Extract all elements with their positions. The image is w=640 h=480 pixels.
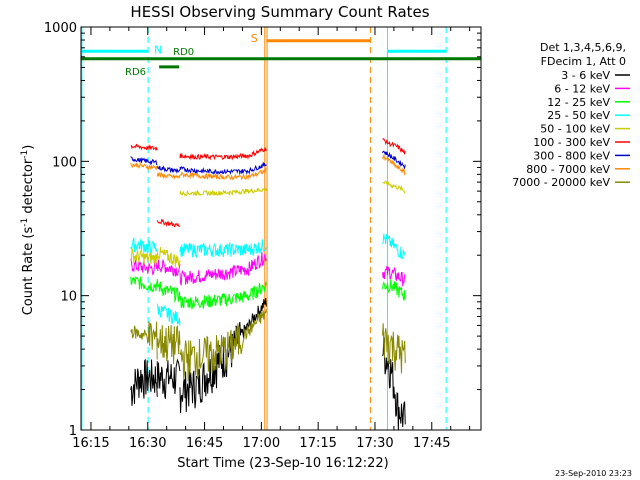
series-line-segment — [130, 358, 158, 406]
legend-label: 50 - 100 keV — [540, 123, 610, 136]
series-line-segment — [179, 147, 267, 161]
y-tick-label: 100 — [52, 155, 77, 170]
series-6 — [130, 150, 406, 176]
plot-frame — [80, 26, 482, 431]
series-line-segment — [179, 161, 267, 176]
series-5 — [130, 137, 406, 228]
series-4 — [130, 180, 406, 267]
series-line-segment — [382, 265, 406, 287]
legend-label: 100 - 300 keV — [533, 136, 610, 149]
x-tick-label: 17:00 — [243, 436, 280, 451]
series-line-segment — [156, 325, 181, 365]
series-line-segment — [130, 247, 158, 266]
series-line-segment — [156, 358, 181, 399]
x-tick-label: 17:30 — [356, 436, 393, 451]
series-1 — [130, 251, 406, 287]
series-line-segment — [156, 171, 181, 180]
legend-label: 6 - 12 keV — [554, 82, 610, 95]
series-layer — [130, 137, 406, 431]
y-axis: 1 10 100 1000 — [44, 21, 481, 439]
legend: Det 1,3,4,5,6,9, FDecim 1, Att 0 3 - 6 k… — [512, 41, 630, 189]
x-tick-label: 17:45 — [413, 436, 450, 451]
legend-label: 12 - 25 keV — [547, 96, 610, 109]
series-line-segment — [179, 187, 267, 197]
series-line-segment — [179, 239, 267, 259]
chart-title: HESSI Observing Summary Count Rates — [130, 3, 429, 21]
saa-flag-label: S — [251, 32, 258, 45]
x-axis-label: Start Time (23-Sep-10 16:12:22) — [177, 456, 388, 471]
series-line-segment — [382, 180, 406, 194]
series-line-segment — [156, 278, 181, 303]
series-line-segment — [156, 165, 181, 174]
legend-label: 7000 - 20000 keV — [512, 176, 610, 189]
x-axis: 16:15 16:30 16:45 17:00 17:15 17:30 17:45 — [72, 27, 471, 451]
series-line-segment — [179, 167, 267, 181]
y-tick-label: 1 — [69, 424, 77, 439]
x-tick-label: 16:30 — [129, 436, 166, 451]
series-line-segment — [130, 143, 158, 152]
series-line-segment — [179, 298, 267, 414]
legend-label: 25 - 50 keV — [547, 109, 610, 122]
legend-label: 800 - 7000 keV — [526, 163, 610, 176]
series-7 — [130, 154, 406, 181]
series-line-segment — [156, 303, 181, 326]
series-line-segment — [130, 276, 158, 293]
legend-header-1: Det 1,3,4,5,6,9, — [540, 41, 626, 54]
series-0 — [130, 298, 406, 431]
series-3 — [130, 233, 406, 326]
legend-label: 300 - 800 keV — [533, 149, 610, 162]
x-tick-label: 16:45 — [186, 436, 223, 451]
footer-timestamp: 23-Sep-2010 23:23 — [555, 469, 632, 478]
night-flag-label: N — [154, 43, 162, 56]
series-line-segment — [130, 321, 158, 360]
y-tick-label: 10 — [60, 290, 77, 305]
y-tick-label: 1000 — [44, 21, 77, 36]
series-line-segment — [382, 337, 406, 431]
series-line-segment — [382, 323, 406, 374]
series-line-segment — [382, 137, 406, 155]
series-line-segment — [130, 161, 158, 171]
series-line-segment — [382, 233, 406, 260]
rd6-flag-label: RD6 — [125, 67, 146, 78]
rd0-flag-label: RD0 — [173, 47, 194, 58]
series-line-segment — [130, 156, 158, 166]
legend-label: 3 - 6 keV — [561, 69, 610, 82]
series-2 — [130, 276, 406, 310]
legend-header-2: FDecim 1, Att 0 — [541, 55, 626, 68]
series-line-segment — [156, 247, 181, 267]
instrument-flags: N S RD0 RD6 — [81, 27, 481, 430]
y-axis-label: Count Rate (s-1 detector-1) — [20, 145, 36, 316]
series-line-segment — [156, 259, 181, 277]
x-tick-label: 17:15 — [299, 436, 336, 451]
series-line-segment — [156, 218, 181, 228]
series-line-segment — [130, 237, 158, 255]
series-line-segment — [382, 154, 406, 176]
series-line-segment — [382, 279, 406, 301]
x-tick-label: 16:15 — [72, 436, 109, 451]
series-8 — [130, 309, 406, 382]
series-line-segment — [179, 309, 267, 382]
series-line-segment — [179, 251, 267, 286]
series-line-segment — [179, 281, 267, 310]
series-line-segment — [382, 150, 406, 170]
